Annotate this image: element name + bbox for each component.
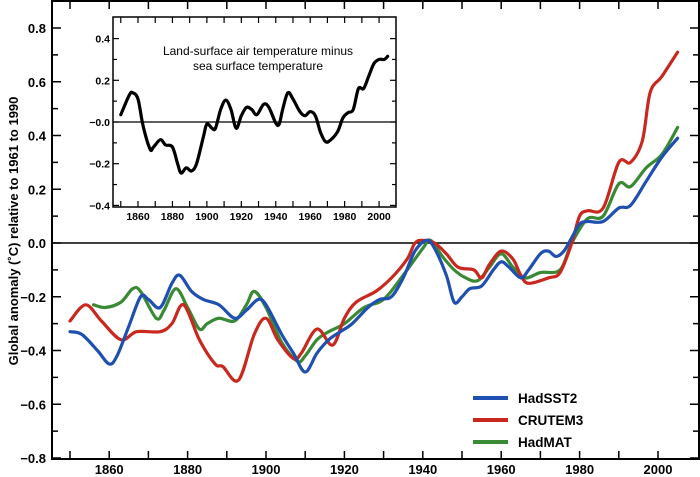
series-line-crutem3 (68, 50, 680, 383)
y-tick-label: 0.6 (28, 75, 46, 90)
y-tick-label: −0.4 (20, 344, 46, 359)
legend-label: HadMAT (518, 435, 572, 450)
x-tick-label: 1940 (408, 462, 437, 477)
legend: HadSST2 CRUTEM3 HadMAT (473, 391, 584, 450)
x-tick-label: 1920 (330, 462, 359, 477)
y-tick-label: 0.8 (28, 21, 46, 36)
inset-y-tick-label: −0.2 (89, 159, 110, 171)
y-tick-label: −0.2 (20, 290, 46, 305)
y-axis-label: Global anomaly (˚C) relative to 1961 to … (6, 97, 21, 366)
x-tick-label: 1860 (95, 462, 124, 477)
inset-chart: 1860 1880 1900 1920 1940 1960 1980 2000 0.4 0.2 −0… (89, 16, 397, 223)
inset-y-tick-label: −0.0 (89, 117, 110, 129)
inset-x-tick-label: 1880 (161, 211, 185, 223)
inset-x-tick-label: 1900 (195, 211, 219, 223)
x-tick-label: 2000 (644, 462, 673, 477)
inset-x-tick-label: 1980 (333, 211, 357, 223)
y-tick-label: 0.0 (28, 236, 46, 251)
inset-y-tick-label: 0.2 (95, 75, 110, 87)
x-tick-label: 1980 (565, 462, 594, 477)
inset-title-line-1: Land-surface air temperature minus (163, 44, 353, 58)
x-tick-label: 1900 (252, 462, 281, 477)
y-tick-label: −0.6 (20, 397, 46, 412)
x-tick-label: 1960 (487, 462, 516, 477)
inset-y-tick-label: 0.4 (95, 34, 110, 46)
legend-label: CRUTEM3 (518, 413, 584, 428)
inset-x-tick-label: 1960 (299, 211, 323, 223)
inset-x-tick-label: 2000 (367, 211, 391, 223)
y-tick-label: 0.4 (28, 129, 47, 144)
inset-x-tick-label: 1860 (126, 211, 150, 223)
inset-title-line-2: sea surface temperature (193, 59, 323, 73)
y-tick-label: 0.2 (28, 182, 46, 197)
plot-frame (51, 0, 700, 460)
x-tick-label: 1880 (173, 462, 202, 477)
inset-y-tick-label: −0.4 (89, 200, 110, 212)
inset-x-tick-label: 1940 (264, 211, 288, 223)
y-tick-label: −0.8 (20, 451, 46, 466)
inset-series-line (119, 54, 390, 175)
legend-label: HadSST2 (518, 391, 577, 406)
inset-x-tick-label: 1920 (230, 211, 254, 223)
series-line-hadsst2 (68, 136, 680, 374)
